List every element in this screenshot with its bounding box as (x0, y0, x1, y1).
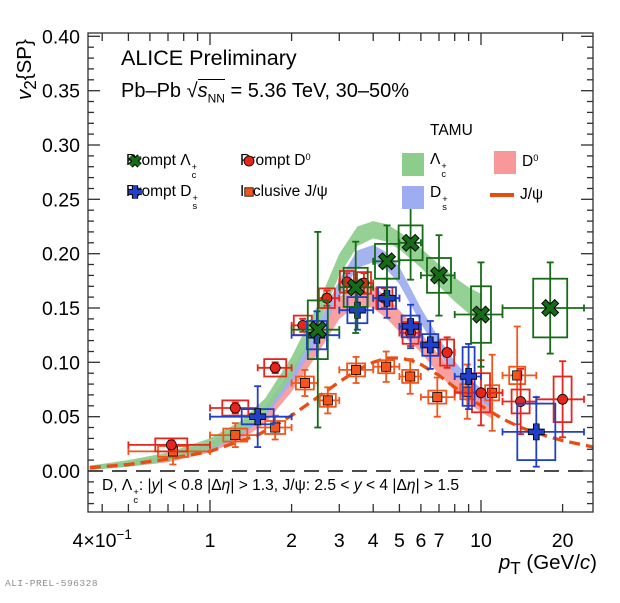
x-tick-label: 2 (286, 530, 297, 552)
subtitle-energy: = 5.36 TeV, 30–50% (224, 80, 409, 102)
marker-square (433, 392, 442, 402)
sqrt-symbol: √ (186, 80, 198, 102)
marker-circle (270, 363, 280, 373)
marker-plus (402, 318, 419, 335)
marker-xcross (379, 253, 395, 270)
tamu-label: D0 (522, 153, 539, 171)
marker-xcross (347, 279, 364, 296)
marker-plus (249, 408, 266, 425)
x-tick-label: 5 (394, 530, 405, 552)
marker-xcross (542, 300, 558, 316)
marker-square (271, 423, 280, 432)
plot-frame (87, 32, 594, 513)
legend-label: Prompt D0 (240, 152, 311, 170)
x-tick-label: 20 (552, 530, 574, 552)
jpsi-marker-icon (244, 187, 254, 197)
legend-entry-d0: Prompt D0 (240, 152, 311, 170)
series-ds (209, 277, 585, 468)
marker-circle (558, 394, 568, 404)
marker-square (463, 387, 472, 396)
x-tick-label: 7 (434, 530, 445, 552)
sqrt-sub-nn: NN (207, 91, 225, 106)
marker-square (300, 378, 310, 388)
tamu-curve-jpsi (89, 356, 593, 470)
lambda-c-marker-icon (128, 154, 142, 168)
marker-circle (230, 403, 240, 413)
tamu-entry-jpsi: J/ψ (490, 186, 543, 204)
legend-label: Prompt Λ + c (126, 152, 198, 180)
marker-plus (349, 302, 366, 318)
marker-square (351, 365, 361, 375)
marker-xcross (431, 267, 447, 284)
axes-group (87, 32, 594, 513)
x-tick-label: 1 (205, 530, 216, 552)
chart-subtitle: Pb–Pb √sNN = 5.36 TeV, 30–50% (121, 79, 409, 106)
marker-plus (528, 424, 545, 440)
marker-circle (442, 347, 452, 358)
tamu-label: D + s (430, 184, 448, 212)
d0-band-swatch (494, 151, 516, 174)
legend-entry-lambda-c: Prompt Λ + c (126, 152, 197, 179)
marker-square (513, 371, 522, 380)
lambda-c-band-swatch (402, 153, 424, 177)
tamu-label: Λ + c (430, 151, 447, 179)
marker-plus (460, 368, 477, 385)
y-tick-label: 0.00 (42, 461, 80, 483)
marker-square (406, 372, 415, 381)
tamu-header: TAMU (430, 122, 473, 139)
marker-xcross (473, 306, 489, 323)
x-tick-label: 10 (470, 530, 492, 552)
y-tick-label: 0.05 (42, 407, 80, 429)
y-tick-label: 0.20 (42, 244, 80, 266)
y-tick-label: 0.35 (42, 81, 80, 103)
legend-entry-jpsi: Inclusive J/ψ (240, 183, 328, 201)
marker-circle (298, 320, 308, 330)
tamu-entry-lambda-c: Λ + c (402, 151, 447, 178)
x-tick-label: 6 (415, 530, 426, 552)
y-axis-title: v2{SP} (13, 39, 41, 100)
tamu-bands-group (89, 221, 593, 470)
watermark-id: ALI-PREL-596328 (5, 578, 99, 589)
x-tick-label: 4×10−1 (73, 527, 132, 552)
y-tick-label: 0.40 (42, 26, 80, 48)
x-axis-title: pT (GeV/c) (498, 551, 597, 579)
x-tick-label: 3 (334, 530, 345, 552)
chart-title: ALICE Preliminary (121, 46, 297, 70)
ds-band-swatch (402, 186, 424, 210)
marker-xcross (310, 321, 326, 338)
data-series-group (127, 204, 585, 468)
series-lambdac (290, 204, 585, 429)
sqrt-s: s (197, 80, 208, 102)
marker-circle (476, 388, 486, 398)
marker-square (382, 362, 391, 371)
x-tick-label: 4 (368, 530, 379, 552)
marker-circle (166, 440, 176, 450)
marker-xcross (402, 235, 419, 251)
rapidity-annotation: D, Λ + c: |y| < 0.8 |Δη| > 1.3, J/ψ: 2.5 <… (102, 477, 460, 505)
jpsi-dash-swatch (490, 193, 514, 197)
d0-marker-icon (243, 155, 255, 167)
legend-entry-ds: Prompt D + s (126, 183, 198, 210)
tamu-entry-ds: D + s (402, 184, 448, 211)
tick-labels-group: 4×10−1 1 2 3 4 5 6 7 10 20 0.00 0.05 0.10 0.15 0.20 0.2… (42, 26, 574, 552)
tamu-label: J/ψ (520, 186, 544, 203)
marker-plus (422, 337, 439, 353)
legend-label: Prompt D + s (126, 183, 198, 211)
y-tick-label: 0.10 (42, 352, 80, 374)
tamu-entry-d0: D0 (494, 151, 538, 174)
y-tick-label: 0.15 (42, 298, 80, 320)
subtitle-system: Pb–Pb (121, 80, 187, 102)
ds-marker-icon (128, 185, 142, 199)
y-tick-label: 0.30 (42, 135, 80, 157)
y-tick-label: 0.25 (42, 189, 80, 211)
legend-label: Inclusive J/ψ (240, 183, 328, 200)
marker-square (323, 396, 332, 405)
marker-square (231, 430, 240, 440)
